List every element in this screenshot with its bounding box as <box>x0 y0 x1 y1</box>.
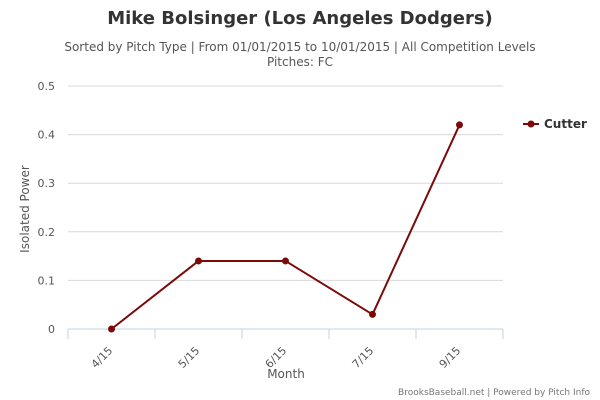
y-tick-label: 0.4 <box>38 129 56 142</box>
data-point[interactable] <box>195 257 202 265</box>
gridlines <box>68 85 503 281</box>
y-tick-label: 0.3 <box>38 177 56 190</box>
data-point[interactable] <box>108 325 115 333</box>
y-tick-label: 0.2 <box>38 226 56 239</box>
x-axis: 4/15 5/15 6/15 7/15 9/15 <box>67 328 504 371</box>
chart-subtitle-line2: Pitches: FC <box>267 55 333 69</box>
data-point[interactable] <box>369 310 376 318</box>
chart-title: Mike Bolsinger (Los Angeles Dodgers) <box>107 8 493 29</box>
y-tick-label: 0 <box>48 323 55 336</box>
y-tick-label: 0.1 <box>38 274 56 287</box>
data-point[interactable] <box>282 257 289 265</box>
credits[interactable]: BrooksBaseball.net | Powered by Pitch In… <box>398 388 590 398</box>
x-axis-title: Month <box>267 367 305 381</box>
series-line-cutter <box>110 124 461 330</box>
y-axis-title: Isolated Power <box>18 165 32 253</box>
y-axis-ticks: 0 0.1 0.2 0.3 0.4 0.5 <box>38 80 56 336</box>
legend-marker-dot <box>527 120 535 128</box>
y-tick-label: 0.5 <box>38 80 56 93</box>
x-tick-label: 9/15 <box>437 344 464 371</box>
x-tick-label: 4/15 <box>89 344 116 371</box>
series-group <box>108 121 463 333</box>
data-point[interactable] <box>456 121 463 129</box>
chart-subtitle-line1: Sorted by Pitch Type | From 01/01/2015 t… <box>64 40 535 54</box>
x-tick-label: 7/15 <box>350 344 377 371</box>
legend-label-cutter: Cutter <box>544 117 587 131</box>
legend[interactable]: Cutter <box>523 117 587 131</box>
x-tick-label: 5/15 <box>176 344 203 371</box>
